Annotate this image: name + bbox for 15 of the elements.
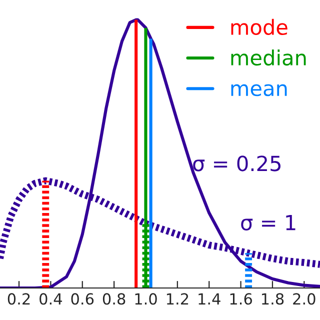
x-tick-label: 0.2 <box>8 293 30 305</box>
x-tick-label: 1.0 <box>135 293 157 305</box>
x-tick-label: 2.0 <box>293 293 316 305</box>
annotation: σ = 0.25 <box>193 156 280 172</box>
x-tick-label: 1.4 <box>198 293 220 304</box>
legend-label: median <box>231 49 306 66</box>
x-tick-label: 1.8 <box>262 293 284 305</box>
x-tick-label: 0.8 <box>102 293 126 305</box>
legend-label: mean <box>231 84 287 96</box>
annotation: σ = 1 <box>241 214 296 230</box>
x-tick-label: 1.6 <box>230 293 252 305</box>
x-tick-label: 0.6 <box>71 293 94 305</box>
x-tick-label: 1.2 <box>166 293 188 304</box>
x-tick-label: 0.4 <box>40 293 62 305</box>
legend-label: mode <box>231 18 288 36</box>
